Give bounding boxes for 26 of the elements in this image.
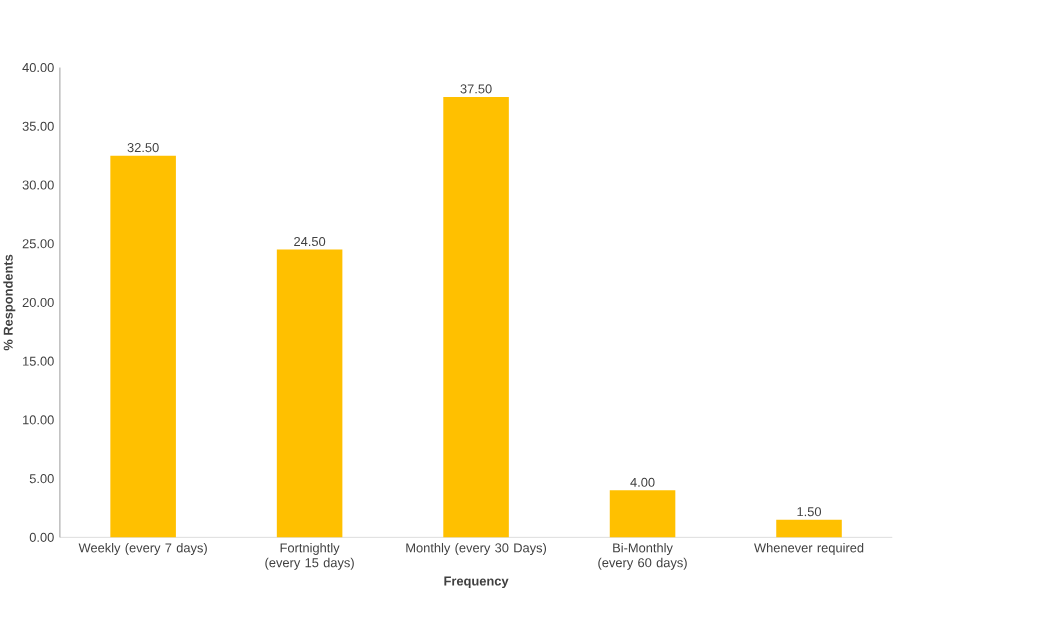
x-tick-label: Fortnightly (every 15 days): [265, 543, 354, 570]
x-tick-label: Weekly (every 7 days): [78, 543, 207, 556]
y-tick-label: 40.00: [22, 63, 54, 73]
x-tick-label: Whenever required: [754, 543, 864, 556]
y-tick-label: 15.00: [23, 356, 54, 366]
data-label: 4.00: [630, 477, 655, 487]
x-tick-label: Bi-Monthly (every 60 days): [598, 543, 687, 570]
data-label: 24.50: [294, 237, 326, 247]
y-tick-label: 35.00: [22, 121, 54, 131]
y-tick-label: 25.00: [22, 239, 54, 249]
y-tick-label: 5.00: [29, 474, 54, 484]
bar: [443, 97, 509, 538]
data-label: 37.50: [460, 84, 492, 94]
data-label: 32.50: [127, 143, 159, 153]
x-axis-title: Frequency: [444, 576, 509, 589]
data-label: 1.50: [797, 507, 822, 517]
bar: [609, 490, 676, 538]
bar: [776, 519, 842, 538]
y-tick-label: 30.00: [22, 180, 54, 190]
bar: [110, 155, 176, 538]
y-tick-label: 20.00: [22, 298, 54, 308]
bar: [276, 249, 343, 538]
y-tick-label: 10.00: [23, 415, 54, 425]
y-tick-label: 0.00: [29, 532, 54, 543]
x-tick-label: Monthly (every 30 Days): [406, 543, 547, 556]
y-axis-title: % Respondents: [3, 254, 16, 351]
